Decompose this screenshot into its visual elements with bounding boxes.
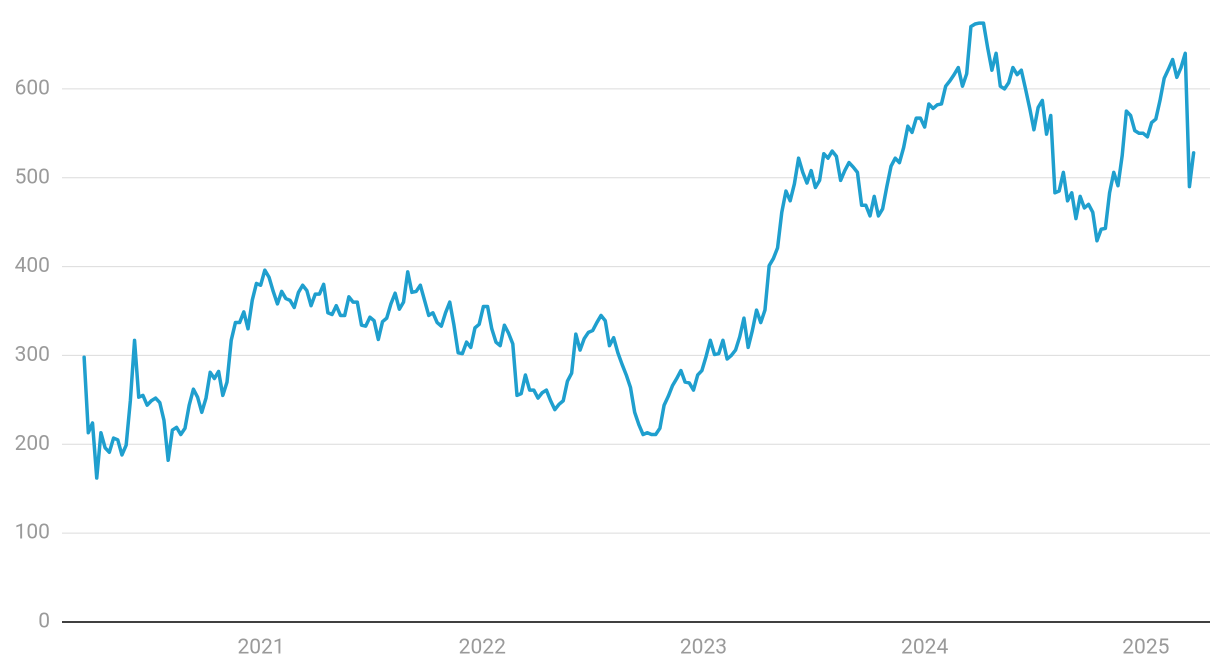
x-tick-label: 2021 xyxy=(237,636,284,660)
y-tick-label: 200 xyxy=(15,432,50,456)
y-tick-label: 100 xyxy=(15,521,50,545)
y-tick-label: 600 xyxy=(15,76,50,100)
y-tick-label: 300 xyxy=(15,343,50,367)
y-tick-label: 400 xyxy=(15,254,50,278)
y-tick-label: 0 xyxy=(38,610,50,634)
y-tick-label: 500 xyxy=(15,165,50,189)
x-tick-label: 2023 xyxy=(680,636,727,660)
x-tick-label: 2022 xyxy=(459,636,506,660)
x-tick-label: 2024 xyxy=(901,636,948,660)
x-tick-label: 2025 xyxy=(1122,636,1169,660)
line xyxy=(82,21,1196,480)
